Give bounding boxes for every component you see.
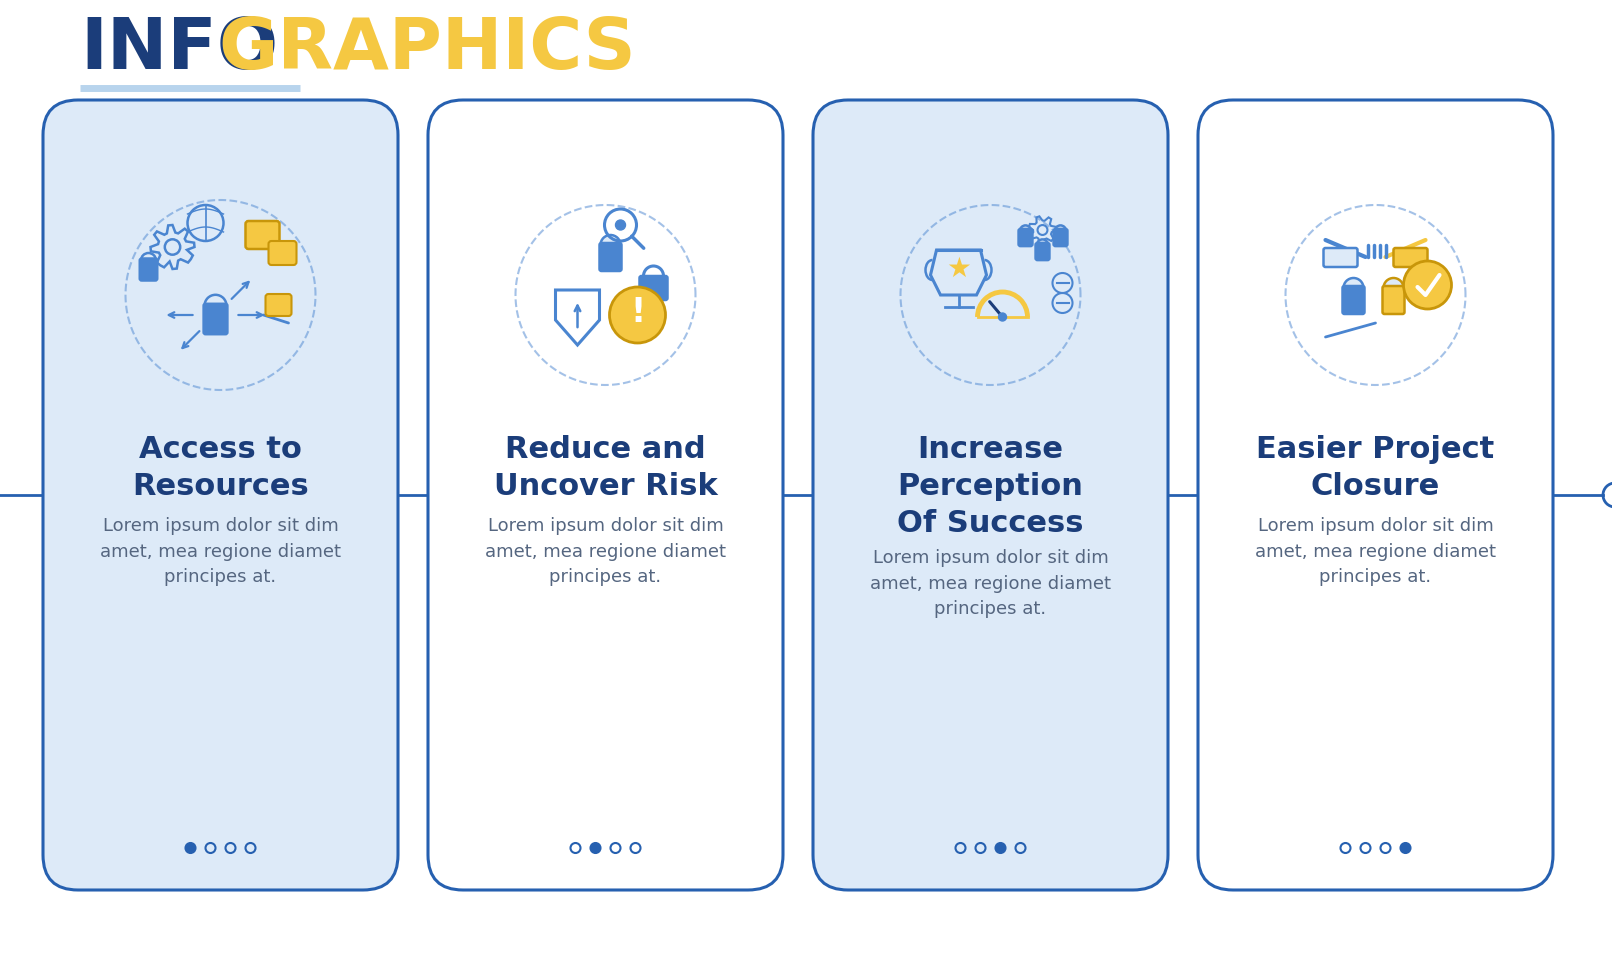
Circle shape — [1054, 225, 1066, 236]
Text: Increase
Perception
Of Success: Increase Perception Of Success — [898, 435, 1083, 538]
FancyBboxPatch shape — [1383, 286, 1404, 314]
Circle shape — [140, 253, 156, 268]
Circle shape — [205, 295, 227, 317]
Circle shape — [996, 843, 1006, 853]
Text: INFO: INFO — [81, 16, 279, 84]
Circle shape — [1401, 843, 1410, 853]
Circle shape — [616, 220, 625, 230]
Text: ★: ★ — [946, 255, 970, 283]
Circle shape — [601, 235, 621, 255]
Circle shape — [998, 313, 1006, 321]
Text: Lorem ipsum dolor sit dim
amet, mea regione diamet
principes at.: Lorem ipsum dolor sit dim amet, mea regi… — [870, 549, 1111, 618]
Text: GRAPHICS: GRAPHICS — [218, 16, 635, 84]
FancyBboxPatch shape — [1393, 248, 1428, 267]
Text: !: ! — [630, 297, 645, 329]
Text: Lorem ipsum dolor sit dim
amet, mea regione diamet
principes at.: Lorem ipsum dolor sit dim amet, mea regi… — [1256, 517, 1496, 586]
FancyBboxPatch shape — [640, 276, 667, 300]
FancyBboxPatch shape — [1198, 100, 1552, 890]
FancyBboxPatch shape — [812, 100, 1169, 890]
Circle shape — [185, 843, 195, 853]
FancyBboxPatch shape — [140, 259, 158, 280]
Circle shape — [1383, 278, 1404, 298]
FancyBboxPatch shape — [1035, 243, 1049, 260]
FancyBboxPatch shape — [1323, 248, 1357, 267]
Circle shape — [590, 843, 601, 853]
Text: Lorem ipsum dolor sit dim
amet, mea regione diamet
principes at.: Lorem ipsum dolor sit dim amet, mea regi… — [485, 517, 725, 586]
Circle shape — [609, 287, 666, 343]
Circle shape — [1020, 225, 1032, 236]
Circle shape — [1343, 278, 1364, 298]
Circle shape — [1404, 261, 1451, 309]
FancyBboxPatch shape — [203, 304, 227, 334]
Circle shape — [1037, 239, 1048, 251]
FancyBboxPatch shape — [245, 221, 279, 249]
FancyBboxPatch shape — [429, 100, 783, 890]
Text: Easier Project
Closure: Easier Project Closure — [1256, 435, 1494, 501]
FancyBboxPatch shape — [1054, 229, 1067, 246]
Text: Access to
Resources: Access to Resources — [132, 435, 310, 501]
FancyBboxPatch shape — [44, 100, 398, 890]
FancyBboxPatch shape — [600, 243, 622, 271]
Text: Lorem ipsum dolor sit dim
amet, mea regione diamet
principes at.: Lorem ipsum dolor sit dim amet, mea regi… — [100, 517, 342, 586]
FancyBboxPatch shape — [269, 241, 297, 265]
FancyBboxPatch shape — [266, 294, 292, 316]
FancyBboxPatch shape — [1019, 229, 1032, 246]
FancyBboxPatch shape — [1343, 286, 1364, 314]
Text: Reduce and
Uncover Risk: Reduce and Uncover Risk — [493, 435, 717, 501]
